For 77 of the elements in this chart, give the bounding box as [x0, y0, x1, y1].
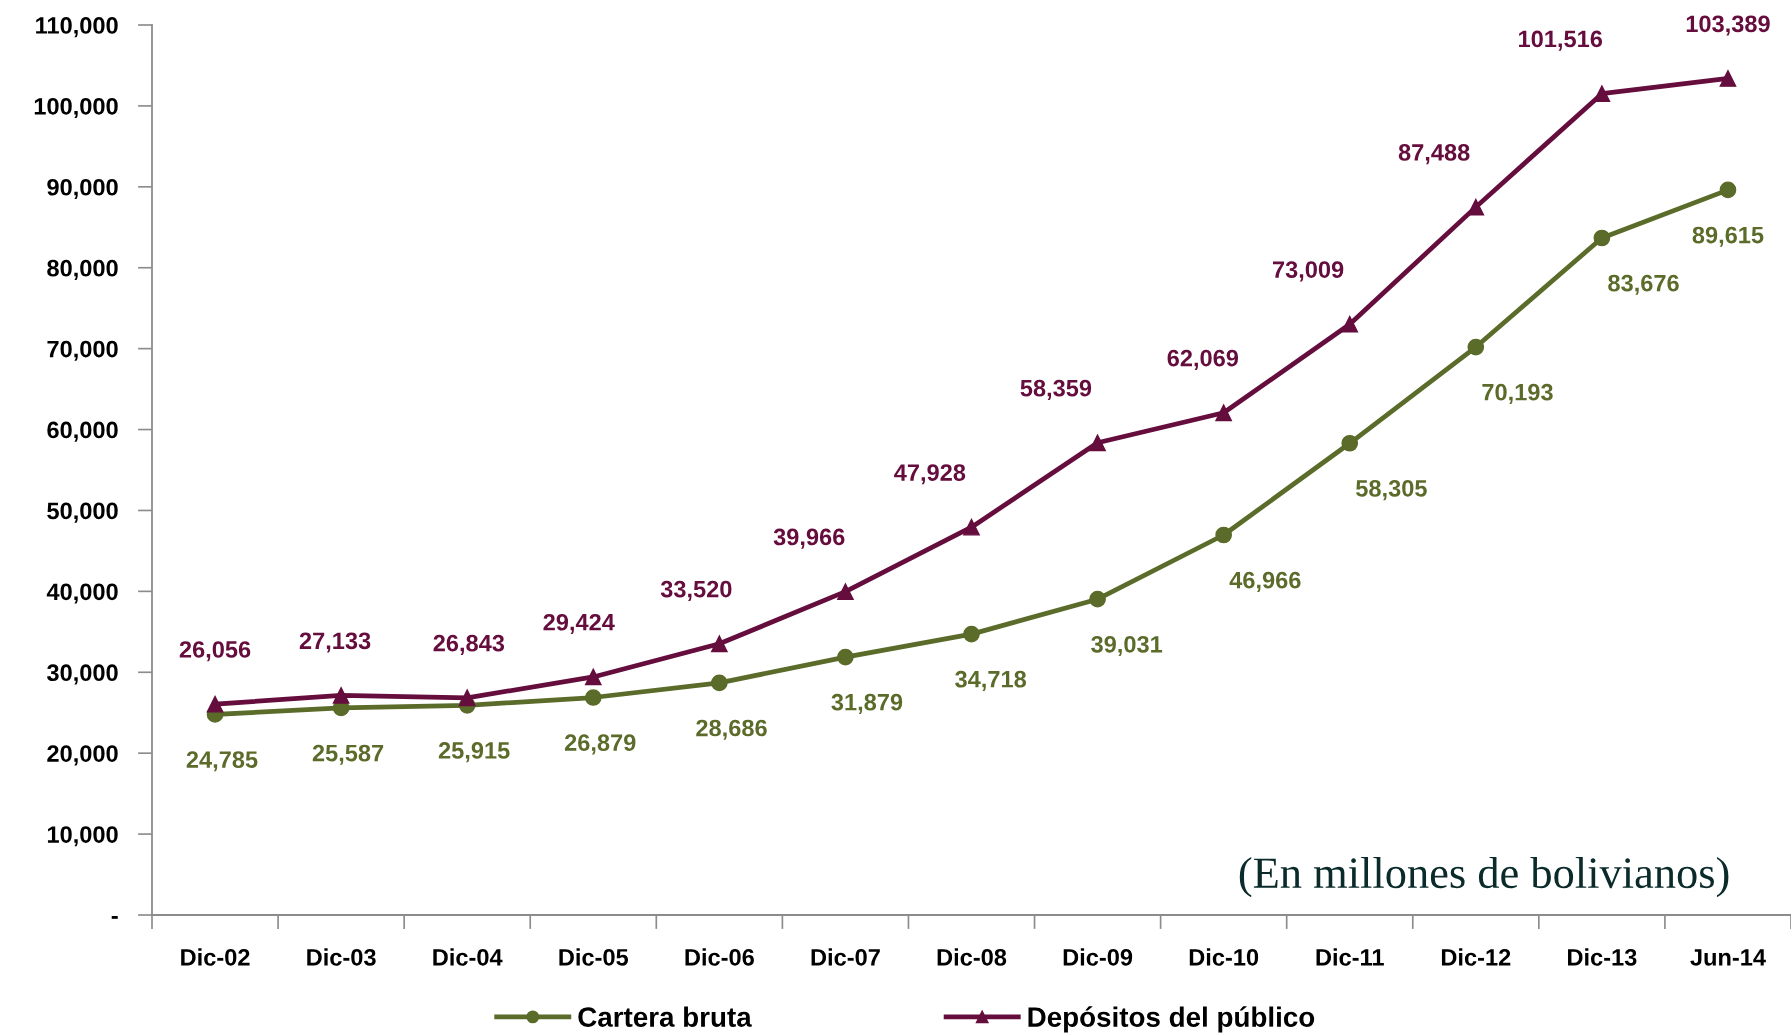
- x-tick-label: Dic-11: [1316, 948, 1384, 966]
- data-label: 39,966: [773, 528, 845, 549]
- x-tick-label: Dic-09: [1063, 948, 1133, 966]
- data-label: 46,966: [1229, 571, 1301, 592]
- y-tick-label: 110,000: [36, 17, 118, 38]
- x-tick-label: Dic-13: [1568, 948, 1637, 966]
- point: [963, 625, 980, 643]
- point: [1467, 338, 1485, 356]
- point: [711, 674, 728, 692]
- data-label: 24,785: [186, 751, 258, 772]
- data-label: 33,520: [660, 580, 732, 601]
- point: [711, 635, 728, 653]
- point: [837, 648, 854, 666]
- point: [1089, 434, 1106, 452]
- point: [1341, 434, 1359, 452]
- point: [1215, 404, 1232, 422]
- point: [1719, 70, 1737, 87]
- y-tick-label: 50,000: [47, 502, 118, 523]
- data-label: 47,928: [894, 464, 966, 485]
- point: [1341, 315, 1359, 333]
- x-tick-label: Dic-05: [559, 948, 629, 966]
- x-tick-label: Dic-06: [685, 948, 754, 966]
- point: [1467, 198, 1485, 216]
- point: [458, 689, 476, 707]
- annotation: (En millones de bolivianos): [1239, 856, 1729, 898]
- x-tick-label: Dic-10: [1189, 948, 1259, 966]
- legend-label: Depósitos del público: [1028, 1006, 1315, 1033]
- y-tick-label: 60,000: [47, 421, 118, 442]
- y-tick-label: -: [111, 916, 118, 919]
- data-label: 58,359: [1020, 379, 1092, 400]
- data-label: 73,009: [1272, 261, 1344, 282]
- x-tick-label: Dic-07: [811, 948, 880, 966]
- data-label: 27,133: [299, 632, 371, 653]
- x-tick-label: Dic-12: [1441, 948, 1511, 966]
- data-label: 25,587: [312, 744, 384, 765]
- point: [332, 687, 350, 704]
- data-label: 83,676: [1608, 274, 1679, 295]
- data-label: 29,424: [543, 613, 615, 635]
- point: [1719, 181, 1737, 199]
- y-tick-label: 90,000: [47, 178, 118, 200]
- point: [1089, 590, 1106, 608]
- data-label: 39,031: [1091, 635, 1163, 657]
- point: [1593, 85, 1611, 102]
- data-label: 62,069: [1167, 349, 1239, 370]
- x-tick-label: Dic-02: [181, 948, 250, 966]
- x-tick-label: Dic-03: [307, 948, 376, 966]
- data-label: 89,615: [1692, 226, 1764, 247]
- point: [1593, 229, 1611, 247]
- y-tick-label: 20,000: [47, 745, 118, 766]
- data-label: 101,516: [1519, 30, 1603, 51]
- data-label: 87,488: [1398, 144, 1470, 165]
- data-label: 26,879: [564, 734, 636, 755]
- point: [206, 695, 224, 713]
- y-tick-label: 100,000: [34, 97, 118, 119]
- data-label: 58,305: [1356, 479, 1427, 501]
- y-tick-label: 70,000: [47, 340, 118, 361]
- point: [963, 518, 980, 536]
- data-label: 31,879: [831, 693, 903, 714]
- data-label: 70,193: [1482, 383, 1553, 404]
- x-tick-label: Jun-14: [1690, 949, 1766, 966]
- y-tick-label: 30,000: [47, 664, 118, 685]
- point: [584, 689, 602, 706]
- data-label: 103,389: [1686, 15, 1770, 36]
- data-label: 25,915: [438, 742, 510, 763]
- data-label: 34,718: [955, 670, 1027, 691]
- legend-label: Cartera bruta: [578, 1006, 752, 1027]
- point: [584, 668, 602, 686]
- point: [837, 583, 854, 600]
- x-tick-label: Dic-04: [433, 948, 503, 966]
- data-label: 26,843: [433, 634, 505, 655]
- y-tick-label: 10,000: [47, 826, 118, 847]
- point: [1215, 526, 1232, 544]
- data-label: 28,686: [696, 719, 767, 740]
- y-tick-label: 40,000: [46, 583, 118, 604]
- y-tick-label: 80,000: [47, 259, 118, 280]
- x-tick-label: Dic-08: [937, 948, 1007, 966]
- data-label: 26,056: [179, 641, 251, 662]
